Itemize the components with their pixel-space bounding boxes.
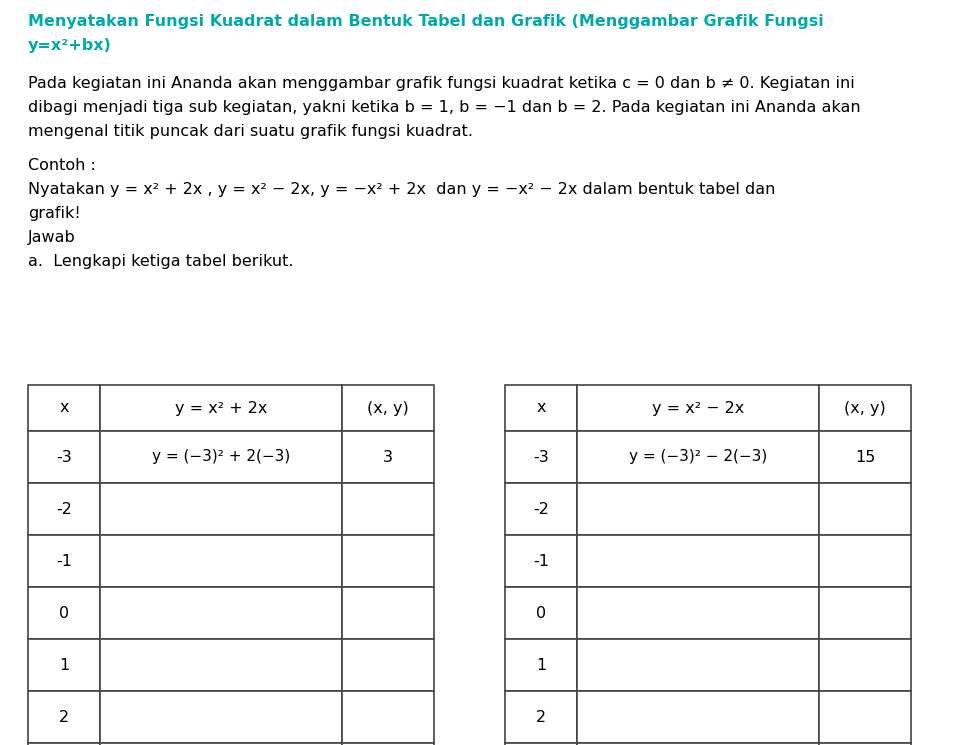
Bar bbox=[577, 535, 819, 587]
Bar bbox=[577, 483, 819, 535]
Bar bbox=[342, 483, 434, 535]
Bar bbox=[28, 587, 100, 639]
Bar bbox=[819, 431, 911, 483]
Text: -2: -2 bbox=[56, 501, 72, 516]
Bar bbox=[342, 431, 434, 483]
Text: mengenal titik puncak dari suatu grafik fungsi kuadrat.: mengenal titik puncak dari suatu grafik … bbox=[28, 124, 473, 139]
Bar bbox=[577, 691, 819, 743]
Text: Contoh :: Contoh : bbox=[28, 158, 96, 173]
Bar bbox=[505, 639, 577, 691]
Bar bbox=[100, 535, 342, 587]
Text: (x, y): (x, y) bbox=[367, 401, 408, 416]
Bar bbox=[28, 691, 100, 743]
Bar bbox=[28, 743, 100, 745]
Bar bbox=[505, 483, 577, 535]
Bar bbox=[505, 743, 577, 745]
Bar bbox=[819, 691, 911, 743]
Bar bbox=[342, 691, 434, 743]
Bar bbox=[505, 385, 577, 431]
Text: 2: 2 bbox=[536, 709, 546, 724]
Text: 0: 0 bbox=[59, 606, 69, 621]
Bar bbox=[342, 535, 434, 587]
Text: Pada kegiatan ini Ananda akan menggambar grafik fungsi kuadrat ketika c = 0 dan : Pada kegiatan ini Ananda akan menggambar… bbox=[28, 76, 854, 91]
Text: 3: 3 bbox=[383, 449, 393, 464]
Text: Nyatakan y = x² + 2x , y = x² − 2x, y = −x² + 2x  dan y = −x² − 2x dalam bentuk : Nyatakan y = x² + 2x , y = x² − 2x, y = … bbox=[28, 182, 776, 197]
Text: a.  Lengkapi ketiga tabel berikut.: a. Lengkapi ketiga tabel berikut. bbox=[28, 254, 293, 269]
Text: (x, y): (x, y) bbox=[844, 401, 886, 416]
Bar bbox=[819, 743, 911, 745]
Text: x: x bbox=[536, 401, 546, 416]
Bar bbox=[577, 587, 819, 639]
Bar bbox=[28, 639, 100, 691]
Bar bbox=[342, 587, 434, 639]
Text: -3: -3 bbox=[56, 449, 72, 464]
Text: y = (−3)² − 2(−3): y = (−3)² − 2(−3) bbox=[628, 449, 767, 464]
Bar bbox=[28, 535, 100, 587]
Bar bbox=[28, 483, 100, 535]
Bar bbox=[505, 691, 577, 743]
Text: grafik!: grafik! bbox=[28, 206, 81, 221]
Bar bbox=[577, 431, 819, 483]
Text: y=x²+bx): y=x²+bx) bbox=[28, 38, 111, 53]
Bar bbox=[577, 743, 819, 745]
Bar bbox=[819, 385, 911, 431]
Text: 15: 15 bbox=[855, 449, 875, 464]
Bar bbox=[100, 385, 342, 431]
Bar bbox=[505, 535, 577, 587]
Bar bbox=[100, 743, 342, 745]
Bar bbox=[342, 743, 434, 745]
Text: x: x bbox=[60, 401, 69, 416]
Bar bbox=[505, 587, 577, 639]
Text: Menyatakan Fungsi Kuadrat dalam Bentuk Tabel dan Grafik (Menggambar Grafik Fungs: Menyatakan Fungsi Kuadrat dalam Bentuk T… bbox=[28, 14, 824, 29]
Bar bbox=[819, 639, 911, 691]
Text: y = x² − 2x: y = x² − 2x bbox=[652, 401, 744, 416]
Text: Jawab: Jawab bbox=[28, 230, 76, 245]
Text: -2: -2 bbox=[533, 501, 549, 516]
Text: -3: -3 bbox=[533, 449, 549, 464]
Bar bbox=[505, 431, 577, 483]
Bar bbox=[819, 483, 911, 535]
Bar bbox=[28, 431, 100, 483]
Bar bbox=[100, 587, 342, 639]
Text: y = (−3)² + 2(−3): y = (−3)² + 2(−3) bbox=[152, 449, 290, 464]
Text: dibagi menjadi tiga sub kegiatan, yakni ketika b = 1, b = −1 dan b = 2. Pada keg: dibagi menjadi tiga sub kegiatan, yakni … bbox=[28, 100, 861, 115]
Text: y = x² + 2x: y = x² + 2x bbox=[175, 401, 267, 416]
Text: 0: 0 bbox=[536, 606, 546, 621]
Text: -1: -1 bbox=[56, 554, 72, 568]
Bar bbox=[342, 639, 434, 691]
Bar bbox=[100, 431, 342, 483]
Bar bbox=[100, 691, 342, 743]
Text: -1: -1 bbox=[533, 554, 549, 568]
Text: 2: 2 bbox=[59, 709, 69, 724]
Bar bbox=[342, 385, 434, 431]
Bar bbox=[100, 483, 342, 535]
Bar bbox=[577, 385, 819, 431]
Bar bbox=[28, 385, 100, 431]
Bar bbox=[100, 639, 342, 691]
Text: 1: 1 bbox=[59, 658, 69, 673]
Bar bbox=[577, 639, 819, 691]
Bar bbox=[819, 587, 911, 639]
Text: 1: 1 bbox=[536, 658, 546, 673]
Bar bbox=[819, 535, 911, 587]
